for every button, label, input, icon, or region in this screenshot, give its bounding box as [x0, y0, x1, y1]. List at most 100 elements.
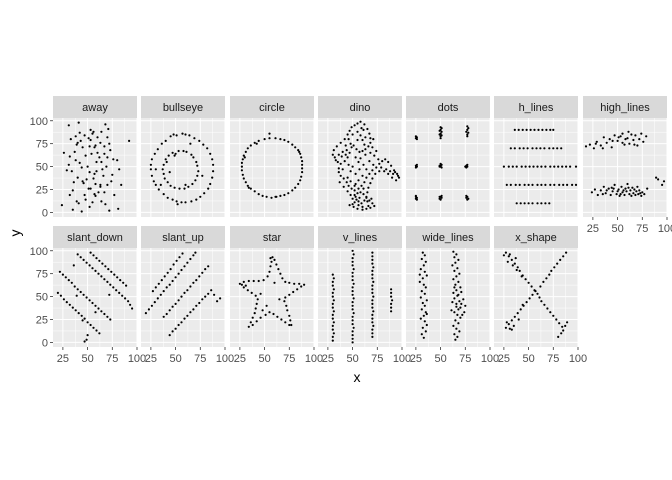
data-point: [270, 196, 273, 199]
data-point: [79, 256, 82, 259]
data-point: [348, 204, 351, 207]
data-point: [186, 261, 189, 264]
data-point: [510, 328, 513, 331]
data-point: [528, 297, 531, 300]
data-point: [637, 193, 640, 196]
data-point: [76, 176, 79, 179]
data-point: [90, 152, 93, 155]
data-point: [552, 147, 555, 150]
data-point: [261, 194, 264, 197]
data-point: [351, 279, 354, 282]
data-point: [390, 288, 393, 291]
data-point: [543, 303, 546, 306]
data-point: [425, 312, 428, 316]
data-point: [198, 275, 201, 278]
facet-panel-slant_up: slant_up 25 50 75 100: [141, 226, 234, 365]
data-point: [372, 280, 375, 283]
data-point: [246, 289, 249, 292]
data-point: [212, 170, 215, 173]
facet-strip: [230, 96, 314, 118]
data-point: [549, 165, 552, 168]
data-point: [76, 288, 79, 291]
data-point: [366, 191, 369, 194]
data-point: [354, 156, 357, 159]
data-point: [112, 158, 115, 161]
data-point: [247, 186, 250, 189]
data-point: [165, 286, 168, 289]
data-point: [584, 145, 588, 148]
data-point: [562, 183, 565, 186]
data-point: [455, 302, 458, 305]
data-point: [249, 144, 252, 147]
data-point: [452, 291, 455, 294]
x-tick-label: 75: [547, 353, 559, 365]
data-point: [184, 183, 187, 186]
x-tick-label: 100: [658, 223, 672, 235]
data-point: [196, 164, 199, 167]
data-point: [279, 272, 282, 275]
data-point: [276, 315, 279, 318]
data-point: [157, 282, 160, 285]
data-point: [190, 153, 193, 156]
data-point: [440, 194, 443, 197]
data-point: [634, 134, 637, 137]
data-point: [622, 189, 625, 192]
data-point: [162, 290, 165, 293]
data-point: [93, 172, 96, 175]
facet-panel-v_lines: v_lines 25 50 75 100: [318, 226, 411, 365]
data-point: [298, 150, 301, 153]
data-point: [296, 288, 299, 291]
data-point: [452, 324, 455, 327]
data-point: [72, 264, 75, 267]
data-point: [89, 128, 92, 131]
data-point: [367, 145, 370, 148]
data-point: [518, 183, 521, 186]
data-point: [240, 165, 243, 168]
facet-panel-wide_lines: wide_lines 25 50 75 100: [406, 226, 499, 365]
data-point: [109, 318, 112, 321]
data-point: [454, 338, 457, 341]
data-point: [339, 174, 342, 177]
data-point: [98, 332, 101, 335]
data-point: [104, 123, 107, 126]
data-point: [85, 178, 88, 181]
data-point: [106, 315, 109, 318]
data-point: [549, 311, 552, 314]
data-point: [204, 295, 207, 298]
data-point: [335, 145, 338, 148]
data-point: [541, 128, 544, 131]
data-point: [610, 186, 613, 189]
data-point: [453, 297, 456, 300]
data-point: [457, 308, 460, 311]
data-point: [351, 165, 354, 168]
data-point: [332, 321, 335, 324]
data-point: [162, 172, 165, 175]
data-point: [96, 151, 99, 154]
facet-strip: [494, 96, 578, 118]
data-point: [118, 291, 121, 294]
x-tick-label: 25: [234, 353, 246, 365]
data-point: [460, 302, 463, 305]
data-point: [569, 165, 572, 168]
data-point: [332, 277, 335, 280]
data-point: [657, 178, 660, 181]
data-point: [338, 181, 341, 184]
data-point: [349, 180, 352, 183]
data-point: [244, 181, 247, 184]
data-point: [284, 296, 287, 299]
data-point: [348, 129, 351, 132]
data-point: [166, 196, 169, 199]
data-point: [385, 168, 388, 171]
data-point: [456, 313, 459, 316]
data-point: [75, 294, 78, 297]
data-point: [175, 134, 178, 137]
data-point: [207, 265, 210, 268]
data-point: [97, 191, 100, 194]
data-point: [303, 283, 306, 286]
data-point: [423, 320, 426, 323]
data-point: [611, 139, 614, 142]
data-point: [211, 176, 214, 179]
data-point: [536, 292, 539, 295]
data-point: [244, 150, 247, 153]
data-point: [178, 187, 181, 190]
